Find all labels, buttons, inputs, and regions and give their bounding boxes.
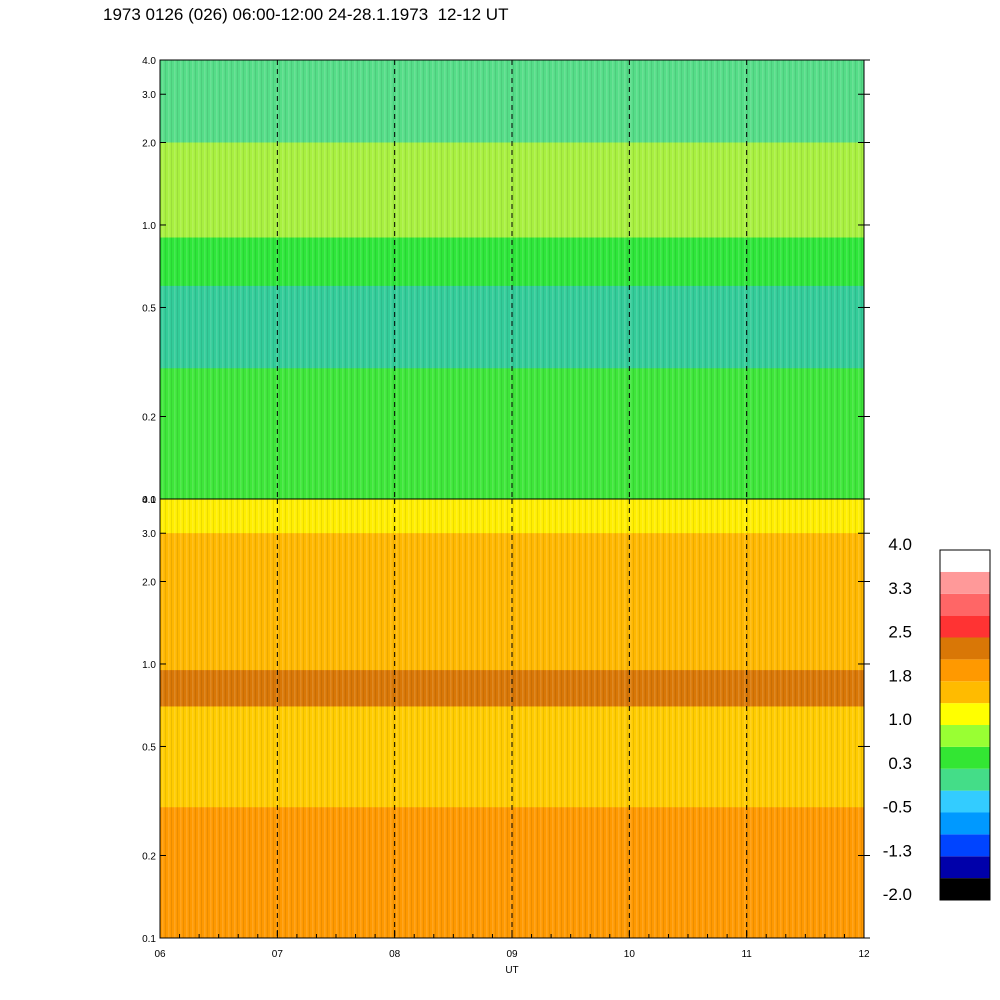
- colorbar-label: 0.3: [888, 754, 912, 773]
- colorbar-swatch: [940, 550, 990, 572]
- y-tick-label: 0.5: [142, 742, 156, 753]
- colorbar-swatch: [940, 856, 990, 879]
- colorbar-swatch: [940, 725, 990, 747]
- colorbar-swatch: [940, 768, 990, 791]
- colorbar-swatch: [940, 812, 990, 835]
- y-tick-label: 3.0: [142, 90, 156, 101]
- x-tick-label: 11: [741, 949, 752, 960]
- y-tick-label: 0.2: [142, 413, 156, 424]
- colorbar-label: 4.0: [888, 535, 912, 554]
- y-tick-label: 0.1: [142, 495, 156, 506]
- y-tick-label: 0.1: [142, 934, 156, 945]
- colorbar-label: -1.3: [883, 841, 912, 860]
- x-tick-label: 08: [389, 949, 401, 960]
- colorbar-swatch: [940, 659, 990, 682]
- x-tick-label: 10: [624, 949, 636, 960]
- colorbar-swatch: [940, 571, 990, 594]
- colorbar-swatch: [940, 593, 990, 616]
- y-tick-label: 1.0: [142, 660, 156, 671]
- y-tick-label: 1.0: [142, 221, 156, 232]
- colorbar-swatch: [940, 746, 990, 769]
- colorbar-swatch: [940, 878, 990, 900]
- y-tick-label: 4.0: [142, 495, 156, 506]
- colorbar-swatch: [940, 790, 990, 813]
- colorbar-label: -0.5: [883, 798, 912, 817]
- colorbar-label: -2.0: [883, 885, 912, 904]
- chart-title: 1973 0126 (026) 06:00-12:00 24-28.1.1973…: [103, 5, 509, 24]
- colorbar-swatch: [940, 681, 990, 704]
- y-tick-label: 2.0: [142, 138, 156, 149]
- y-tick-label: 2.0: [142, 577, 156, 588]
- colorbar-swatch: [940, 637, 990, 660]
- y-tick-label: 4.0: [142, 56, 156, 67]
- colorbar-label: 1.0: [888, 710, 912, 729]
- y-tick-label: 3.0: [142, 529, 156, 540]
- colorbar-label: 2.5: [888, 623, 912, 642]
- x-tick-label: 12: [858, 949, 870, 960]
- x-axis-label: UT: [505, 965, 518, 976]
- colorbar-swatch: [940, 615, 990, 638]
- x-tick-label: 06: [154, 949, 166, 960]
- x-tick-label: 09: [506, 949, 518, 960]
- colorbar-frame: [939, 549, 991, 901]
- y-tick-label: 0.2: [142, 852, 156, 863]
- x-tick-label: 07: [272, 949, 284, 960]
- colorbar-swatch: [940, 703, 990, 725]
- colorbar-label: 3.3: [888, 579, 912, 598]
- y-tick-label: 0.5: [142, 303, 156, 314]
- colorbar-label: 1.8: [888, 666, 912, 685]
- colorbar-swatch: [940, 834, 990, 857]
